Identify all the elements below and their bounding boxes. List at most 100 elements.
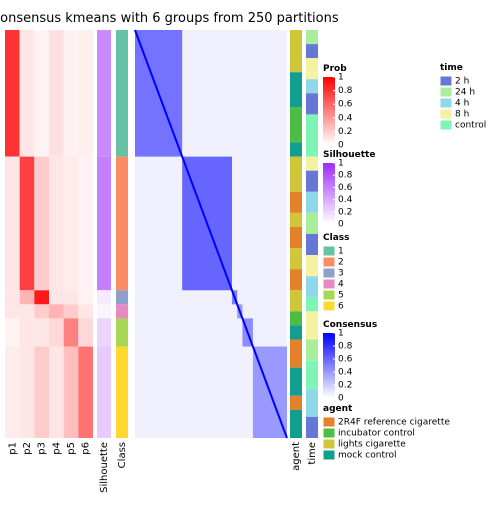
legend-tick-label: 0	[338, 220, 344, 230]
legend-label: incubator control	[338, 429, 415, 439]
agent-segments	[290, 339, 302, 368]
time-segments	[306, 93, 318, 115]
silhouette-cell	[97, 346, 111, 438]
agent-segments	[290, 107, 302, 143]
legend-gradient	[323, 163, 335, 224]
chart-title: consensus kmeans with 6 groups from 250 …	[0, 11, 339, 26]
agent-segments	[290, 191, 302, 213]
agent-segments	[290, 367, 302, 396]
legend-swatch	[439, 97, 453, 109]
legend-title: Prob	[323, 64, 347, 74]
time-segments	[306, 297, 318, 312]
class-cell	[116, 318, 128, 347]
column-label: time	[307, 442, 318, 465]
legend-swatch	[322, 256, 336, 268]
legend-tick-label: 0.6	[338, 355, 353, 365]
column-label: Silhouette	[99, 442, 110, 493]
legend-tick-label: 1	[338, 73, 344, 83]
prob-cell	[63, 30, 79, 157]
legend-tick-label: 0.4	[338, 113, 353, 123]
class-cell	[116, 156, 128, 291]
agent-segments	[290, 226, 302, 249]
prob-cell	[49, 318, 64, 347]
legend-swatch	[439, 119, 453, 131]
time-segments	[306, 255, 318, 277]
prob-cell	[34, 156, 49, 291]
legend-label: 24 h	[455, 88, 475, 98]
prob-cell	[19, 290, 35, 305]
column-label: p5	[66, 442, 77, 455]
prob-cell	[63, 346, 79, 438]
prob-cell	[34, 290, 49, 305]
legend-swatch	[322, 427, 336, 439]
legend-gradient	[323, 333, 335, 398]
prob-cell	[78, 318, 93, 347]
prob-cell	[49, 30, 64, 157]
time-segments	[306, 339, 318, 361]
time-segments	[306, 311, 318, 340]
legend-swatch	[322, 245, 336, 257]
agent-segments	[290, 325, 302, 340]
prob-cell	[78, 346, 93, 438]
agent-segments	[290, 290, 302, 312]
agent-segments	[290, 30, 302, 73]
legend-title: agent	[323, 404, 353, 414]
legend-label: lights cigarette	[338, 440, 406, 450]
legend-tick-label: 0.6	[338, 183, 353, 193]
prob-cell	[34, 30, 49, 157]
silhouette-cell	[97, 30, 111, 157]
legend-label: mock control	[338, 451, 397, 461]
prob-cell	[19, 304, 35, 319]
agent-segments	[290, 409, 302, 438]
column-label: p2	[22, 442, 33, 455]
prob-cell	[5, 156, 20, 291]
prob-cell	[78, 304, 93, 319]
agent-segments	[290, 248, 302, 270]
legend-label: 6	[338, 302, 344, 312]
agent-segments	[290, 72, 302, 108]
column-label: Class	[117, 442, 128, 468]
time-segments	[306, 212, 318, 234]
legend-tick-label: 1	[338, 329, 344, 339]
legend-label: control	[455, 121, 486, 131]
time-segments	[306, 191, 318, 213]
agent-segments	[290, 395, 302, 410]
time-segments	[306, 360, 318, 389]
prob-cell	[5, 346, 20, 438]
legend-swatch	[322, 438, 336, 450]
prob-cell	[5, 290, 20, 305]
prob-cell	[19, 318, 35, 347]
legend-label: 2 h	[455, 77, 469, 87]
class-cell	[116, 304, 128, 319]
legend-tick-label: 0	[338, 394, 344, 404]
prob-cell	[78, 30, 93, 157]
legend-swatch	[322, 267, 336, 279]
legend-tick-label: 0.8	[338, 171, 353, 181]
legend-label: 4	[338, 280, 344, 290]
prob-cell	[5, 318, 20, 347]
agent-segments	[290, 311, 302, 326]
legend-title: Class	[323, 233, 349, 243]
column-label: agent	[291, 442, 302, 471]
legend-tick-label: 0.2	[338, 207, 352, 217]
column-label: p1	[7, 442, 18, 455]
prob-cell	[49, 304, 64, 319]
legend-title: Silhouette	[323, 150, 375, 160]
legend-tick-label: 0.4	[338, 195, 353, 205]
time-segments	[306, 388, 318, 417]
legend-label: 3	[338, 269, 344, 279]
prob-cell	[19, 346, 35, 438]
column-label: p4	[51, 442, 62, 455]
time-segments	[306, 234, 318, 256]
time-segments	[306, 44, 318, 59]
legend-label: 2	[338, 258, 344, 268]
legend-swatch	[439, 86, 453, 98]
prob-cell	[49, 290, 64, 305]
class-cell	[116, 290, 128, 305]
time-segments	[306, 79, 318, 94]
silhouette-cell	[97, 290, 111, 305]
prob-cell	[34, 304, 49, 319]
legend-tick-label: 0.2	[338, 127, 352, 137]
legend-title: Consensus	[323, 320, 377, 330]
